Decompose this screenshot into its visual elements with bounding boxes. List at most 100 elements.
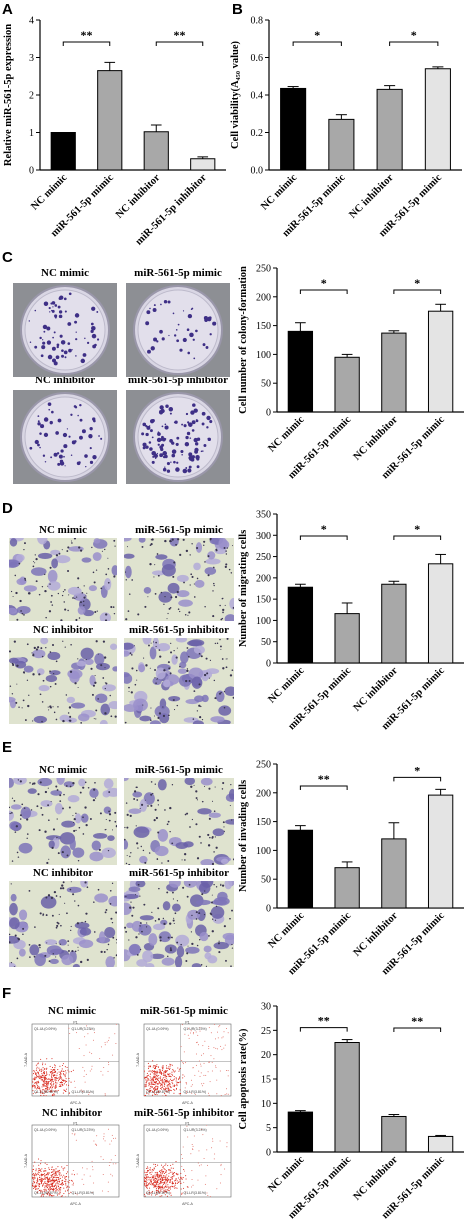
event	[35, 1186, 37, 1188]
event	[32, 1168, 35, 1170]
event	[64, 1076, 66, 1078]
pore	[136, 953, 139, 956]
pore	[191, 575, 194, 578]
event	[56, 1171, 58, 1173]
significance-bracket	[393, 289, 442, 294]
event	[171, 1181, 173, 1183]
event	[152, 1190, 154, 1192]
event	[47, 1174, 49, 1176]
event	[34, 1078, 36, 1080]
event	[50, 1069, 52, 1071]
significance-label: *	[411, 28, 417, 42]
event	[156, 1070, 158, 1072]
pore	[41, 586, 44, 588]
event	[164, 1175, 166, 1177]
event	[160, 1172, 162, 1174]
event	[42, 1195, 44, 1197]
x-category-label: NC mimic	[29, 172, 69, 212]
colony	[74, 406, 78, 409]
bar	[287, 829, 314, 909]
pore	[225, 658, 227, 660]
pore	[26, 679, 29, 681]
pore	[77, 946, 79, 948]
event	[33, 1187, 35, 1190]
event	[186, 1092, 188, 1094]
cell	[88, 585, 97, 592]
pore	[91, 693, 94, 696]
event	[154, 1072, 156, 1074]
event	[150, 1173, 152, 1175]
cell	[9, 561, 18, 568]
event	[32, 1074, 33, 1076]
event	[168, 1090, 170, 1092]
cell	[44, 939, 58, 946]
event	[44, 1162, 46, 1164]
colony	[57, 418, 62, 423]
pore	[204, 890, 206, 892]
event	[52, 1178, 54, 1180]
event	[108, 1164, 110, 1166]
event	[51, 1179, 53, 1181]
cell	[200, 778, 213, 786]
image-tile	[124, 881, 234, 967]
event	[55, 1177, 57, 1179]
pore	[213, 883, 215, 886]
pore	[209, 659, 212, 661]
pore	[224, 565, 227, 568]
event	[208, 1045, 210, 1047]
event	[155, 1185, 157, 1187]
event	[165, 1075, 167, 1077]
event	[45, 1071, 48, 1073]
cell	[23, 665, 34, 673]
pore	[65, 694, 68, 696]
event	[115, 1042, 117, 1044]
event	[187, 1186, 189, 1188]
pore	[11, 797, 14, 799]
event	[36, 1173, 38, 1175]
event	[164, 1074, 166, 1076]
pore	[154, 592, 157, 595]
event	[33, 1077, 35, 1079]
colony	[91, 306, 96, 311]
event	[48, 1189, 50, 1191]
pore	[125, 618, 128, 621]
pore	[130, 691, 133, 694]
event	[166, 1070, 168, 1072]
y-tick-label: 0	[266, 408, 271, 419]
significance-label: **	[81, 28, 93, 42]
pore	[103, 951, 106, 953]
colony	[188, 465, 192, 469]
pore	[74, 900, 76, 902]
event	[190, 1030, 192, 1032]
pore	[166, 823, 169, 826]
pore	[207, 844, 211, 847]
pore	[212, 566, 215, 569]
cell	[37, 778, 53, 787]
event	[65, 1078, 67, 1080]
event	[82, 1090, 84, 1092]
pore	[86, 886, 89, 889]
pore	[220, 648, 222, 650]
event	[63, 1080, 65, 1082]
event	[172, 1172, 174, 1174]
event	[153, 1076, 155, 1078]
colony	[176, 339, 180, 343]
event	[38, 1168, 40, 1170]
event	[181, 1024, 183, 1026]
colony	[96, 338, 100, 341]
event	[46, 1090, 48, 1092]
event	[161, 1069, 163, 1071]
event	[157, 1185, 159, 1188]
colony	[63, 350, 68, 355]
pore	[28, 592, 31, 595]
pore	[158, 887, 160, 890]
pore	[109, 889, 112, 892]
cell	[108, 701, 117, 710]
pore	[150, 793, 153, 796]
event	[183, 1181, 185, 1183]
cell	[175, 842, 189, 850]
event	[55, 1081, 57, 1083]
pore	[42, 914, 44, 917]
